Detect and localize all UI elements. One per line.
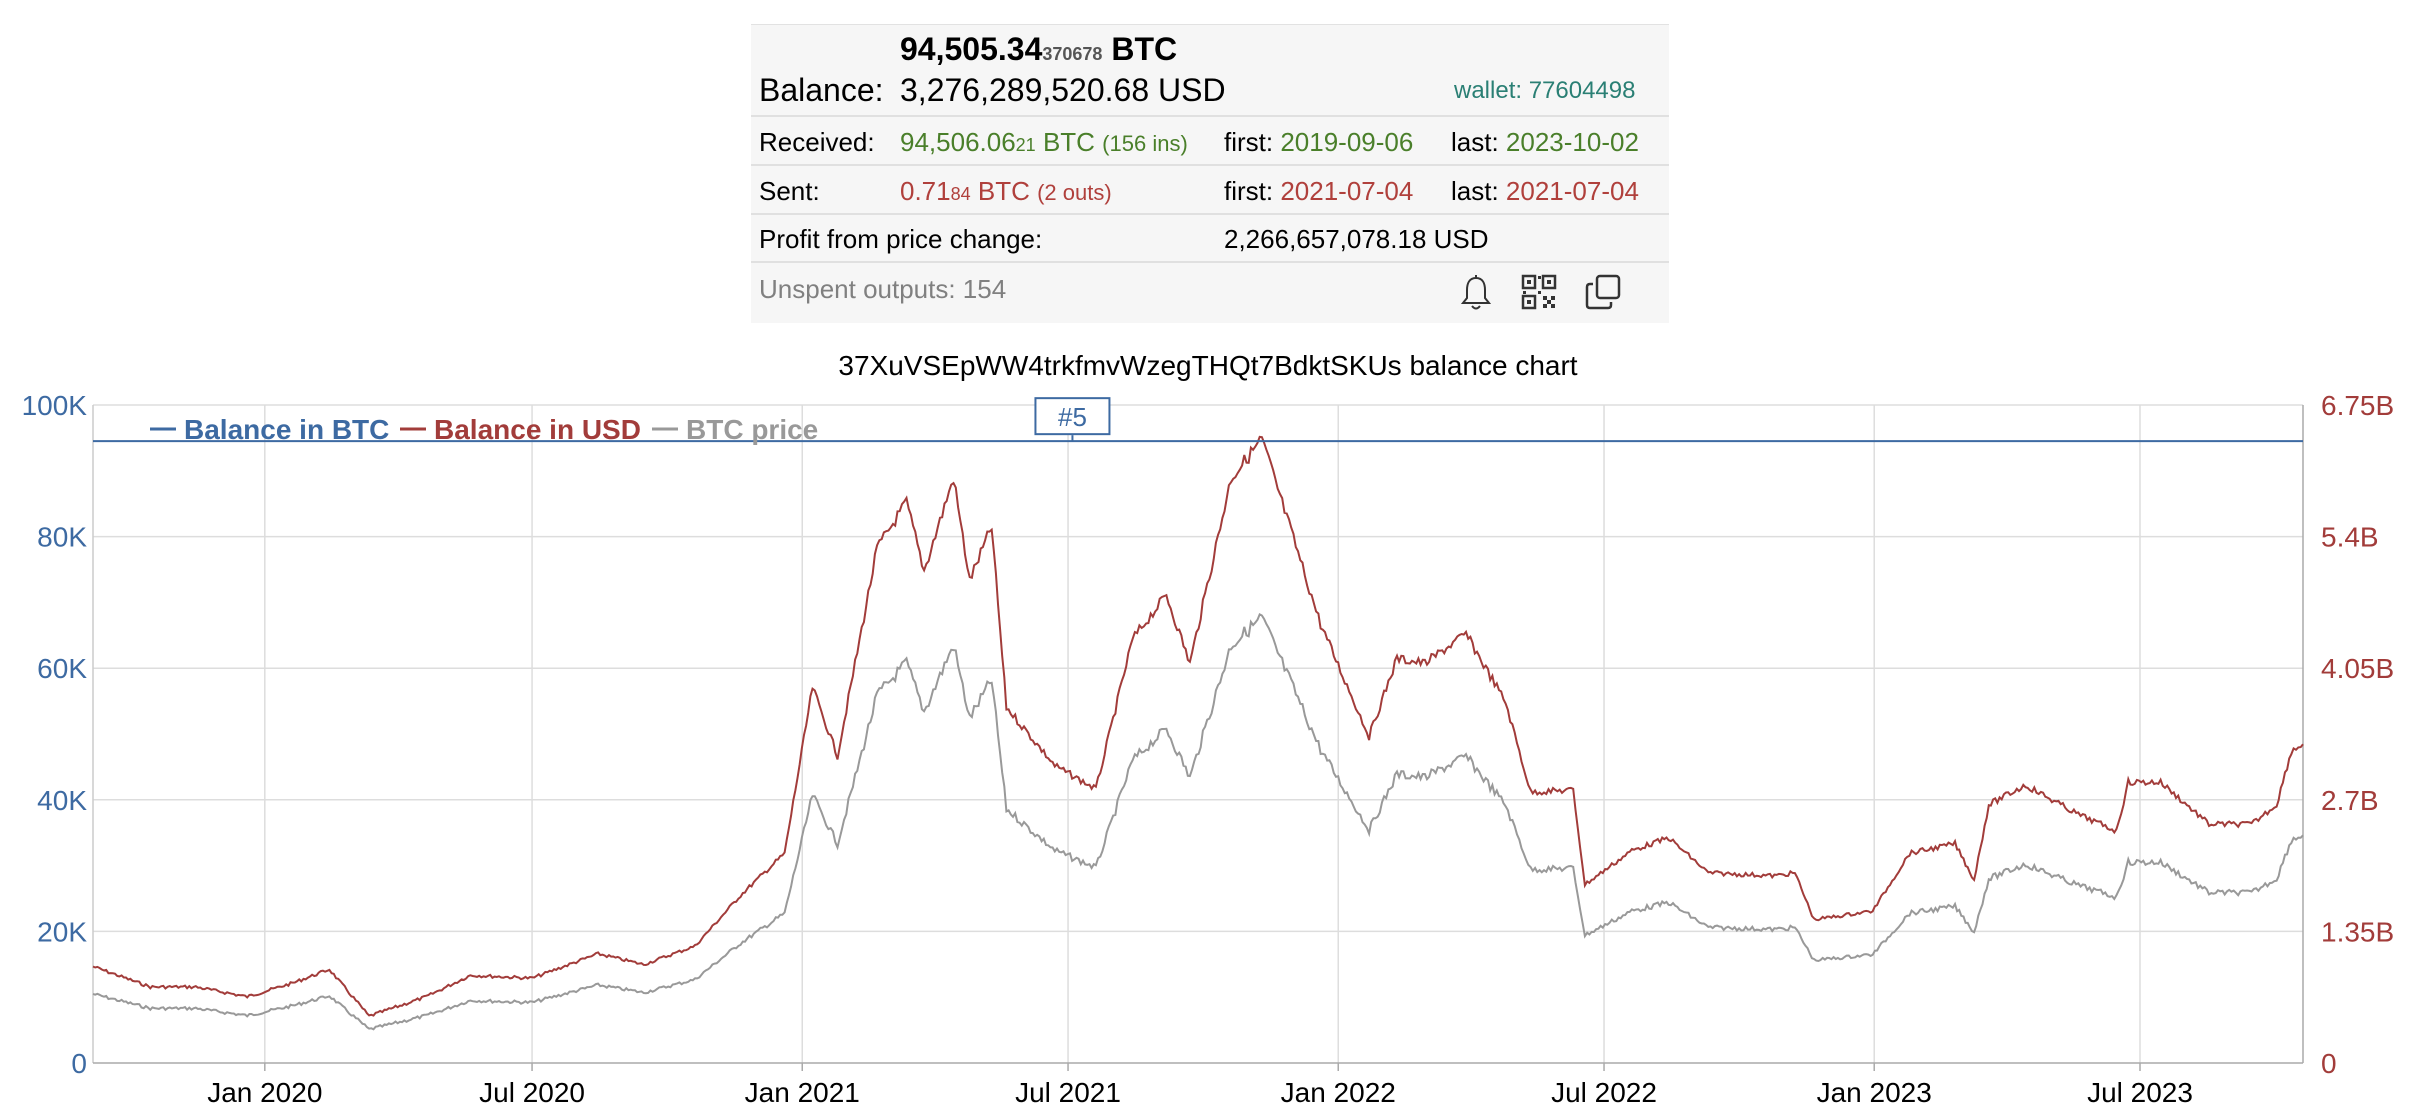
sent-amount: 0.7184 BTC (2 outs) bbox=[900, 176, 1112, 207]
received-row: Received: 94,506.0621 BTC (156 ins) firs… bbox=[751, 117, 1669, 166]
unspent-outputs: Unspent outputs: 154 bbox=[759, 274, 1007, 304]
y-left-tick-label: 100K bbox=[22, 390, 88, 421]
y-left-tick-label: 80K bbox=[37, 522, 87, 553]
sent-first: first: 2021-07-04 bbox=[1224, 176, 1413, 207]
sent-amount-frac: 84 bbox=[950, 184, 971, 204]
x-tick-label: Jan 2023 bbox=[1817, 1077, 1932, 1108]
profit-value: 2,266,657,078.18 USD bbox=[1224, 224, 1489, 254]
balance-btc-unit: BTC bbox=[1111, 31, 1178, 67]
y-left-tick-label: 20K bbox=[37, 916, 87, 947]
chart-legend: Balance in BTC Balance in USD BTC price bbox=[150, 414, 818, 445]
received-last-date: 2023-10-02 bbox=[1505, 127, 1639, 157]
y-left-tick-label: 60K bbox=[37, 653, 87, 684]
sent-last: last: 2021-07-04 bbox=[1451, 176, 1639, 207]
y-right-tick-label: 2.7B bbox=[2321, 785, 2379, 816]
chart-ticks: 0 0 20K 1.35B 40K 2.7B 60K 4.05B 80K 5.4B 100K 6.75… bbox=[22, 390, 2395, 1108]
received-first: first: 2019-09-06 bbox=[1224, 127, 1413, 158]
x-tick-label: Jan 2022 bbox=[1281, 1077, 1396, 1108]
y-left-tick-label: 40K bbox=[37, 785, 87, 816]
y-right-tick-label: 5.4B bbox=[2321, 522, 2379, 553]
x-tick-label: Jan 2020 bbox=[207, 1077, 322, 1108]
y-right-tick-label: 1.35B bbox=[2321, 916, 2394, 947]
chart-title: 37XuVSEpWW4trkfmvWzegTHQt7BdktSKUs balan… bbox=[838, 350, 1578, 381]
bell-icon[interactable] bbox=[1455, 272, 1497, 314]
received-amount-main: 94,506.06 bbox=[900, 127, 1016, 157]
received-last-label: last: bbox=[1451, 127, 1499, 157]
chart-annotation: #5 bbox=[1034, 397, 1111, 442]
y-right-tick-label: 6.75B bbox=[2321, 390, 2394, 421]
series-balance-usd-line bbox=[92, 435, 2304, 1017]
chart-grid bbox=[93, 404, 2303, 1063]
annotation-box bbox=[1034, 397, 1111, 436]
legend-label: Balance in USD bbox=[434, 414, 641, 445]
received-last: last: 2023-10-02 bbox=[1451, 127, 1639, 158]
balance-btc-main: 94,505.34 bbox=[900, 31, 1043, 67]
y-left-tick-label: 0 bbox=[71, 1048, 87, 1079]
sent-unit: BTC bbox=[977, 176, 1030, 206]
annotation-label: #5 bbox=[1058, 402, 1087, 432]
received-unit: BTC bbox=[1042, 127, 1095, 157]
profit-row: Profit from price change: 2,266,657,078.… bbox=[751, 215, 1669, 263]
series-btc-price-line bbox=[92, 613, 2304, 1031]
wallet-summary-panel: 94,505.34370678 BTC Balance: 3,276,289,5… bbox=[751, 24, 1669, 323]
balance-usd: 3,276,289,520.68 USD bbox=[900, 72, 1226, 108]
sent-label: Sent: bbox=[759, 176, 820, 206]
chart-axes bbox=[92, 405, 2304, 1071]
received-amount-frac: 21 bbox=[1015, 135, 1036, 155]
profit-label: Profit from price change: bbox=[759, 224, 1043, 254]
balance-label: Balance: bbox=[759, 72, 884, 108]
y-right-tick-label: 0 bbox=[2321, 1048, 2337, 1079]
chart-series bbox=[92, 435, 2304, 1031]
sent-first-label: first: bbox=[1224, 176, 1274, 206]
received-first-date: 2019-09-06 bbox=[1280, 127, 1414, 157]
x-tick-label: Jul 2022 bbox=[1551, 1077, 1657, 1108]
unspent-row: Unspent outputs: 154 bbox=[751, 263, 1669, 323]
sent-last-label: last: bbox=[1451, 176, 1499, 206]
x-tick-label: Jul 2021 bbox=[1015, 1077, 1121, 1108]
x-tick-label: Jul 2020 bbox=[479, 1077, 585, 1108]
qr-code-icon[interactable] bbox=[1518, 271, 1560, 313]
sent-first-date: 2021-07-04 bbox=[1280, 176, 1414, 206]
legend-label: Balance in BTC bbox=[184, 414, 389, 445]
sent-amount-main: 0.71 bbox=[900, 176, 951, 206]
received-label: Received: bbox=[759, 127, 875, 157]
received-amount: 94,506.0621 BTC (156 ins) bbox=[900, 127, 1188, 158]
plot-area bbox=[93, 405, 2303, 1063]
sent-count: (2 outs) bbox=[1037, 180, 1112, 205]
x-tick-label: Jul 2023 bbox=[2087, 1077, 2193, 1108]
sent-last-date: 2021-07-04 bbox=[1505, 176, 1639, 206]
balance-btc: 94,505.34370678 BTC bbox=[900, 31, 1177, 68]
received-first-label: first: bbox=[1224, 127, 1274, 157]
legend-label: BTC price bbox=[686, 414, 818, 445]
y-right-tick-label: 4.05B bbox=[2321, 653, 2394, 684]
sent-row: Sent: 0.7184 BTC (2 outs) first: 2021-07… bbox=[751, 166, 1669, 215]
x-tick-label: Jan 2021 bbox=[745, 1077, 860, 1108]
wallet-link[interactable]: wallet: 77604498 bbox=[1454, 77, 1636, 104]
balance-row: 94,505.34370678 BTC Balance: 3,276,289,5… bbox=[751, 25, 1669, 117]
balance-btc-frac: 370678 bbox=[1042, 44, 1103, 64]
copy-icon[interactable] bbox=[1582, 271, 1624, 313]
received-count: (156 ins) bbox=[1102, 131, 1188, 156]
